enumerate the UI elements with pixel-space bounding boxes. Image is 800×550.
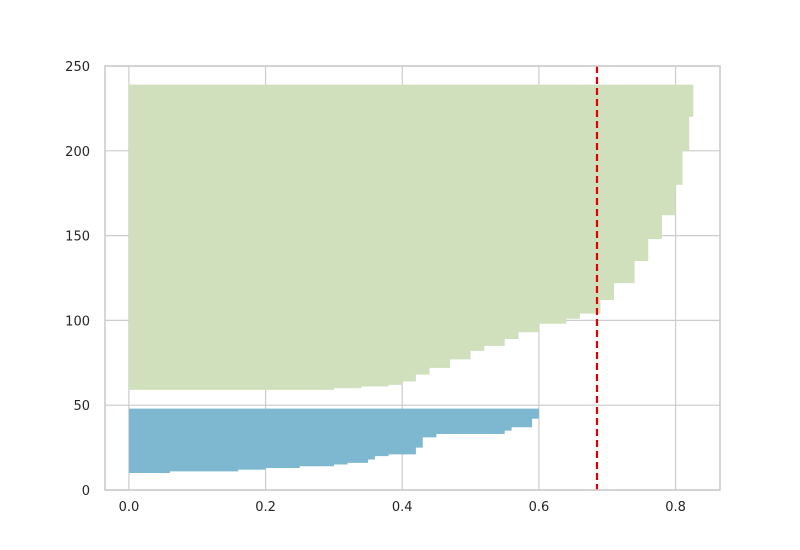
- cluster-areas: [128, 84, 697, 474]
- y-tick-label-2: 100: [65, 314, 90, 329]
- y-tick-label-4: 200: [65, 145, 90, 160]
- x-tick-labels: 0.0 0.2 0.4 0.6 0.8: [119, 500, 686, 515]
- x-tick-label-0: 0.0: [119, 500, 140, 515]
- y-tick-label-0: 0: [82, 484, 90, 499]
- x-tick-label-1: 0.2: [255, 500, 276, 515]
- plot-frame: [104, 65, 721, 491]
- x-tick-label-3: 0.6: [529, 500, 550, 515]
- cluster-area-1: [128, 84, 697, 390]
- x-tick-label-4: 0.8: [665, 500, 686, 515]
- x-tick-label-2: 0.4: [392, 500, 413, 515]
- y-tick-label-1: 50: [73, 399, 90, 414]
- y-tick-label-5: 250: [65, 60, 90, 75]
- y-tick-label-3: 150: [65, 230, 90, 245]
- cluster-area-0: [128, 408, 546, 474]
- y-tick-labels: 0 50 100 150 200 250: [65, 60, 90, 499]
